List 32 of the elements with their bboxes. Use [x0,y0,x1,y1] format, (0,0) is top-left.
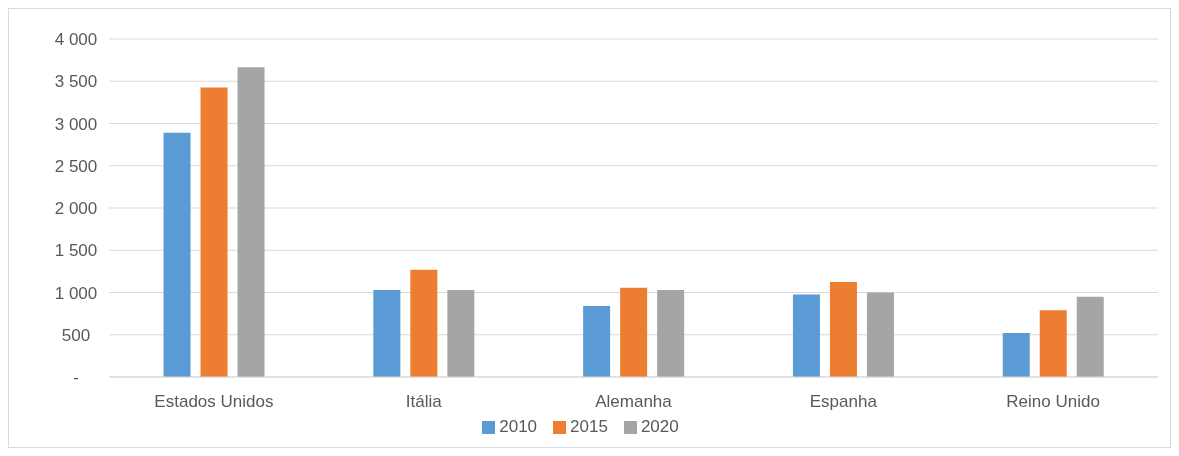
legend-label: 2010 [499,417,538,436]
x-tick-label: Alemanha [595,392,673,412]
legend-label: 2015 [570,417,608,436]
bar [163,132,191,377]
y-tick-label: 1 000 [54,283,98,303]
x-tick-label: Itália [405,392,443,412]
bar [583,306,611,377]
bar [866,292,894,377]
bar [1002,333,1030,377]
x-tick-label: Estados Unidos [154,392,274,412]
y-tick-label: 500 [61,325,91,345]
bar [447,289,475,377]
y-tick-label: 2 500 [54,156,98,176]
y-tick-label: 2 000 [54,199,98,219]
bar [620,287,648,377]
y-tick-label: 1 500 [54,241,98,261]
y-tick-label: 3 500 [54,72,98,92]
y-tick-label: 4 000 [54,30,98,50]
bar [1076,296,1104,377]
x-tick-label: Espanha [809,392,878,412]
bar [1039,310,1067,377]
bar [657,289,685,377]
bar [410,269,438,377]
x-tick-label: Reino Unido [1006,392,1100,412]
bar [200,87,228,377]
bar [829,281,857,377]
bar [237,67,265,377]
legend-label: 2020 [640,417,679,436]
y-tick-label: 3 000 [54,114,98,134]
bar [792,294,820,377]
y-tick-label: - [73,368,79,388]
bar [373,289,401,377]
